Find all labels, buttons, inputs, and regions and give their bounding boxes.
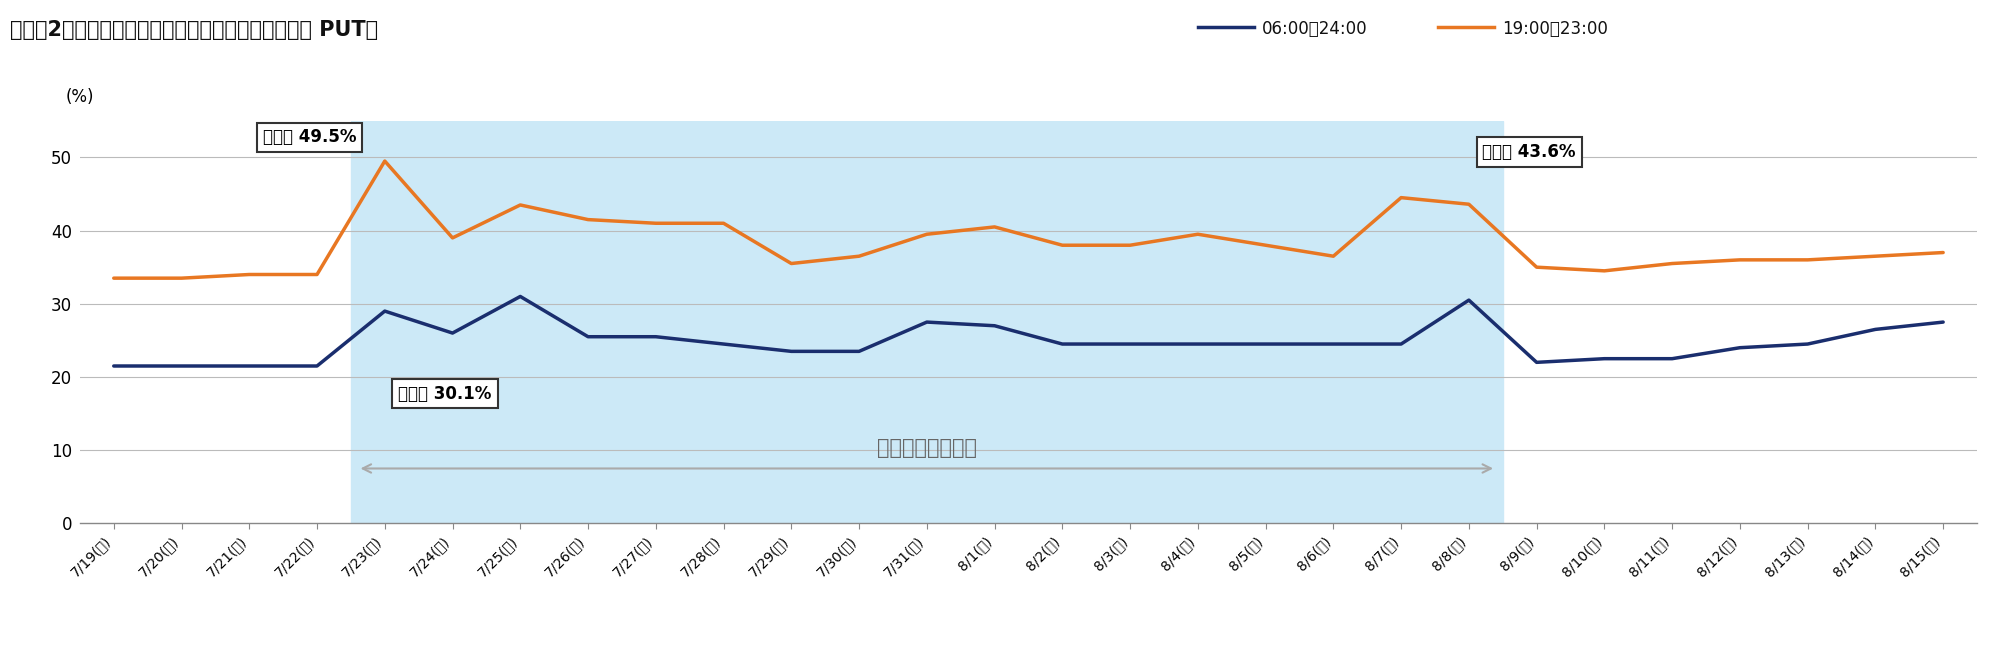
Text: 開会式 49.5%: 開会式 49.5%: [264, 128, 355, 146]
Text: 閉会式 43.6%: 閉会式 43.6%: [1482, 143, 1576, 161]
Text: オリンピック期間: オリンピック期間: [877, 437, 977, 458]
Bar: [351, 121, 1502, 523]
Text: 19:00〜23:00: 19:00〜23:00: [1502, 20, 1608, 38]
Text: 柔道他 30.1%: 柔道他 30.1%: [397, 384, 491, 403]
Text: (%): (%): [66, 88, 94, 106]
Text: （図表2）大会期間中のテレビ視聴の推移（関東地区 PUT）: （図表2）大会期間中のテレビ視聴の推移（関東地区 PUT）: [10, 20, 377, 40]
Text: 06:00〜24:00: 06:00〜24:00: [1262, 20, 1368, 38]
